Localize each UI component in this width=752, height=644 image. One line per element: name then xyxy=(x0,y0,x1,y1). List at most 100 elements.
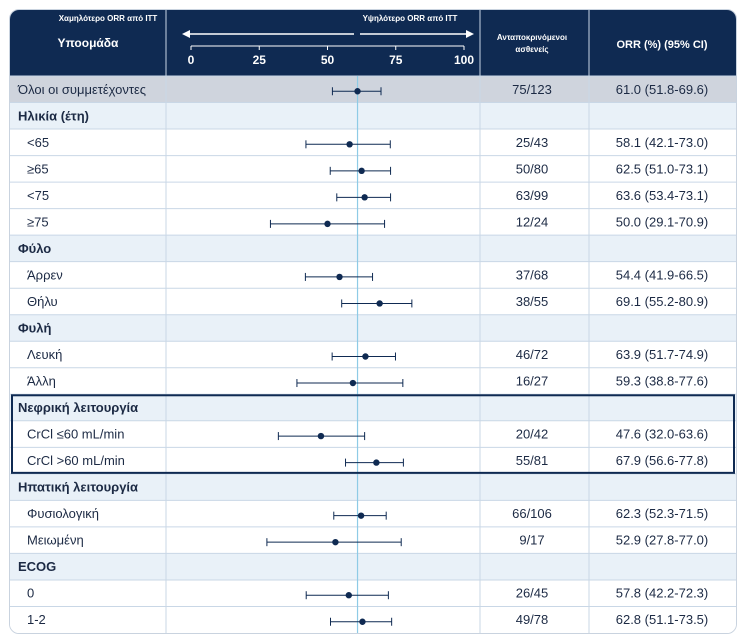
x-tick-label: 50 xyxy=(321,53,335,67)
orr-point xyxy=(373,459,380,466)
higher-direction-arrow xyxy=(360,30,474,38)
orr-point xyxy=(324,220,331,228)
orr-point xyxy=(332,538,339,546)
table-row xyxy=(10,208,736,236)
table-row xyxy=(10,129,736,156)
orr-ci-value: 57.8 (42.2-72.3) xyxy=(616,586,709,601)
header-background xyxy=(10,10,736,76)
overall-label: Όλοι οι συμμετέχοντες xyxy=(17,82,146,97)
forest-plot-svg: Υποομάδα Χαμηλότερο ORR από ITT Υψηλότερ… xyxy=(10,10,736,633)
subgroup-label: Θήλυ xyxy=(27,294,58,309)
x-tick-label: 100 xyxy=(454,53,474,67)
subgroup-label: <65 xyxy=(27,135,49,150)
orr-ci-value: 62.8 (51.1-73.5) xyxy=(616,612,709,627)
table-row xyxy=(10,288,736,315)
orr-ci-value: 63.9 (51.7-74.9) xyxy=(616,347,709,362)
group-header-row xyxy=(10,314,736,342)
subgroup-label: Άλλη xyxy=(27,374,56,389)
responders-value: 46/72 xyxy=(516,347,549,362)
orr-ci-value: 63.6 (53.4-73.1) xyxy=(616,188,709,203)
table-row xyxy=(10,579,736,607)
x-tick-label: 25 xyxy=(253,53,267,67)
overall-row xyxy=(10,76,736,103)
responders-value: 37/68 xyxy=(516,267,549,282)
header-lower-orr-label: Χαμηλότερο ORR από ITT xyxy=(59,14,158,23)
group-label: Νεφρική λειτουργία xyxy=(18,400,138,415)
header-higher-orr-label: Υψηλότερο ORR από ITT xyxy=(363,14,458,23)
subgroup-label: CrCl ≤60 mL/min xyxy=(27,427,124,442)
orr-point xyxy=(361,194,368,201)
subgroup-label: CrCl >60 mL/min xyxy=(27,453,125,468)
orr-ci-value: 59.3 (38.8-77.6) xyxy=(616,374,709,389)
responders-value: 38/55 xyxy=(516,294,549,309)
orr-ci-value: 62.5 (51.0-73.1) xyxy=(616,161,709,176)
orr-point xyxy=(317,432,325,440)
subgroup-label: ≥75 xyxy=(27,214,49,229)
group-header-row xyxy=(10,473,736,501)
responders-value: 26/45 xyxy=(516,586,549,601)
x-axis-ticks: 0 25 50 75 100 xyxy=(188,45,474,67)
orr-ci-value: 67.9 (56.6-77.8) xyxy=(616,453,709,468)
orr-ci-value: 61.0 (51.8-69.6) xyxy=(616,82,709,97)
responders-value: 66/106 xyxy=(512,506,552,521)
orr-point xyxy=(336,273,343,281)
group-label: ECOG xyxy=(18,559,56,574)
responders-value: 16/27 xyxy=(516,374,549,389)
group-header-row xyxy=(10,394,736,421)
responders-value: 25/43 xyxy=(516,135,549,150)
table-row xyxy=(10,420,736,448)
header-responders-label-line2: ασθενείς xyxy=(515,45,548,54)
responders-value: 55/81 xyxy=(516,453,549,468)
orr-point xyxy=(346,141,353,148)
orr-point xyxy=(358,167,365,175)
renal-function-highlight-box xyxy=(11,394,735,474)
responders-value: 75/123 xyxy=(512,82,552,97)
orr-point xyxy=(376,300,383,307)
orr-ci-value: 62.3 (52.3-71.5) xyxy=(616,506,709,521)
orr-point xyxy=(349,379,357,387)
x-tick-label: 75 xyxy=(389,53,403,67)
subgroup-label: Λευκή xyxy=(27,347,62,362)
subgroup-label: Φυσιολογική xyxy=(27,506,99,521)
orr-point xyxy=(354,88,361,95)
table-row xyxy=(10,500,736,527)
orr-point xyxy=(345,592,352,599)
group-label: Φύλο xyxy=(18,241,51,256)
forest-marks xyxy=(266,87,413,626)
responders-value: 49/78 xyxy=(516,612,549,627)
responders-value: 50/80 xyxy=(516,161,549,176)
group-header-row xyxy=(10,235,736,262)
responders-value: 9/17 xyxy=(519,533,544,548)
group-label: Ηπατική λειτουργία xyxy=(18,480,138,495)
orr-ci-value: 58.1 (42.1-73.0) xyxy=(616,135,709,150)
group-header-row xyxy=(10,102,736,130)
table-row xyxy=(10,367,736,395)
table-row xyxy=(10,182,736,209)
subgroup-label: Μειωμένη xyxy=(27,533,84,548)
subgroup-label: ≥65 xyxy=(27,161,49,176)
orr-ci-value: 47.6 (32.0-63.6) xyxy=(616,427,709,442)
header-orr-label: ORR (%) (95% CI) xyxy=(616,39,707,51)
subgroup-label: 0 xyxy=(27,586,34,601)
x-tick-label: 0 xyxy=(188,53,195,67)
orr-point xyxy=(359,618,366,625)
responders-value: 63/99 xyxy=(516,188,549,203)
orr-point xyxy=(357,512,365,519)
subgroup-label: 1-2 xyxy=(27,612,46,627)
table-row xyxy=(10,155,736,183)
table-row xyxy=(10,606,736,633)
table-row xyxy=(10,341,736,368)
orr-ci-value: 52.9 (27.8-77.0) xyxy=(616,533,709,548)
orr-point xyxy=(362,353,369,360)
responders-value: 20/42 xyxy=(516,427,549,442)
group-label: Ηλικία (έτη) xyxy=(18,108,89,123)
orr-ci-value: 69.1 (55.2-80.9) xyxy=(616,294,709,309)
group-header-row xyxy=(10,553,736,580)
responders-value: 12/24 xyxy=(516,214,549,229)
lower-direction-arrow xyxy=(182,30,354,38)
forest-plot-table: Υποομάδα Χαμηλότερο ORR από ITT Υψηλότερ… xyxy=(9,9,737,634)
header-subgroup-label: Υποομάδα xyxy=(58,36,120,50)
table-rows: Όλοι οι συμμετέχοντες 75/123 61.0 (51.8-69… xyxy=(10,76,736,633)
subgroup-label: <75 xyxy=(27,188,49,203)
orr-ci-value: 50.0 (29.1-70.9) xyxy=(616,214,709,229)
